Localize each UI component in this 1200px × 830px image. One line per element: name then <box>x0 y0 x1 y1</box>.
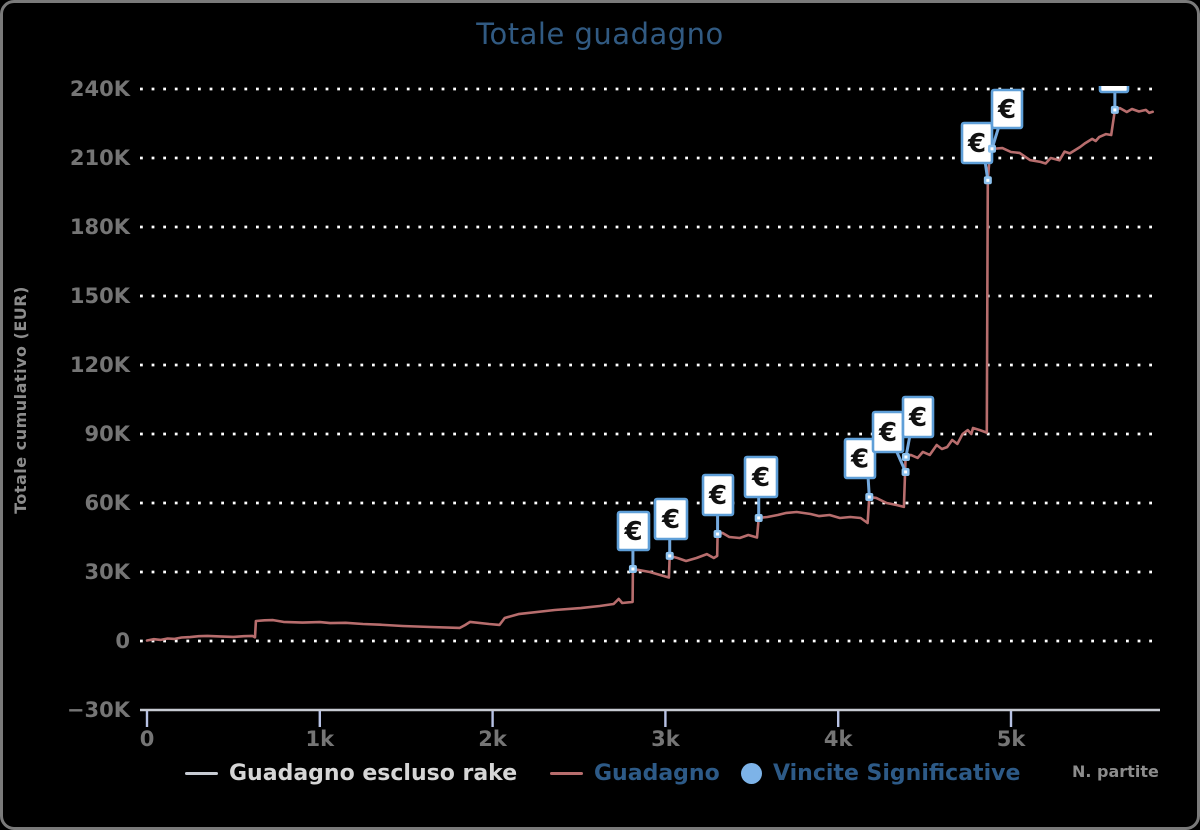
y-tick-label: 30K <box>85 560 131 584</box>
y-tick-label: 180K <box>70 215 131 239</box>
guadagno-line-swatch <box>550 771 583 775</box>
y-tick-label: 240K <box>70 77 131 101</box>
euro-icon: € <box>708 481 727 511</box>
y-tick-label: 150K <box>70 284 131 308</box>
y-tick-label: 0 <box>115 629 130 653</box>
significant-win-box[interactable] <box>616 510 651 552</box>
x-tick-label: 2k <box>478 727 508 751</box>
x-tick-label: 5k <box>997 727 1027 751</box>
significant-win-box[interactable] <box>743 455 779 499</box>
significant-win-box[interactable] <box>843 437 877 480</box>
euro-icon: € <box>997 95 1016 125</box>
win-anchor-dot-center <box>716 532 720 536</box>
win-anchor-dot-center <box>867 495 871 499</box>
x-tick-label: 1k <box>306 727 336 751</box>
significant-wins-layer: € € € € € € € € € € <box>616 54 1130 574</box>
y-tick-label: 90K <box>85 422 131 446</box>
guadagno-escluso-rake-line-swatch <box>185 771 218 775</box>
euro-icon: € <box>661 505 680 535</box>
significant-win-box[interactable] <box>901 395 935 439</box>
significant-win-box[interactable] <box>653 497 689 541</box>
legend-label: Guadagno <box>594 760 720 786</box>
win-anchor-dot-center <box>757 516 761 520</box>
guadagno-line <box>145 106 1154 642</box>
legend-label: Guadagno escluso rake <box>229 760 518 786</box>
y-axis-title: Totale cumulativo (EUR) <box>11 286 30 514</box>
euro-icon: € <box>751 463 770 493</box>
x-tick-label: 4k <box>824 727 854 751</box>
significant-win-box[interactable] <box>960 121 994 165</box>
win-anchor-dot-center <box>986 178 990 182</box>
significant-win-box[interactable] <box>701 473 735 517</box>
x-axis-title: N. partite <box>1072 762 1159 781</box>
significant-win-box[interactable] <box>990 88 1024 130</box>
euro-icon: € <box>878 418 897 448</box>
win-anchor-dot-center <box>668 554 672 558</box>
y-tick-label: 60K <box>85 491 131 515</box>
win-anchor-dot-center <box>990 147 994 151</box>
legend-item-guadagno-escluso-rake[interactable]: Guadagno escluso rake <box>185 754 517 792</box>
y-tick-label: 210K <box>70 146 131 170</box>
euro-icon: € <box>850 445 869 475</box>
legend-item-guadagno[interactable]: Guadagno <box>550 754 720 792</box>
euro-icon: € <box>1104 59 1123 89</box>
win-anchor-dot-center <box>904 455 908 459</box>
legend-label: Vincite Significative <box>773 760 1021 786</box>
euro-icon: € <box>967 129 986 159</box>
legend-item-vincite-significative[interactable]: Vincite Significative <box>741 754 1020 792</box>
chart-title: Totale guadagno <box>476 17 724 51</box>
y-tick-label: −30K <box>67 698 131 722</box>
euro-icon: € <box>908 403 927 433</box>
x-tick-label: 0 <box>140 727 155 751</box>
win-anchor-dot-center <box>631 567 635 571</box>
x-tick-label: 3k <box>651 727 681 751</box>
euro-icon: € <box>623 517 642 547</box>
significant-win-box[interactable] <box>1098 54 1130 94</box>
y-tick-label: 120K <box>70 353 131 377</box>
win-anchor-dot-center <box>1113 108 1117 112</box>
win-anchor-dot-center <box>904 470 908 474</box>
significant-win-circle-icon <box>741 762 762 784</box>
